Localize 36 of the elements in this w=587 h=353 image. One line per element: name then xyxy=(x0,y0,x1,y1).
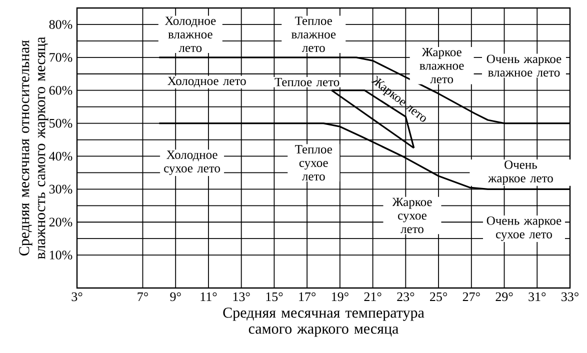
y-tick-label: 20% xyxy=(49,218,72,227)
annotation: Очень жаркое сухое лето xyxy=(486,216,562,241)
annotation: Теплое лето xyxy=(274,78,340,86)
annotation: Холодное сухое лето xyxy=(164,150,220,176)
x-tick-label: 33° xyxy=(562,292,578,302)
annotation: Холодное лето xyxy=(168,76,246,88)
y-tick-label: 70% xyxy=(50,53,72,62)
y-axis-title: Средняя месячная относительная влажность самого жаркого месяца xyxy=(19,36,48,260)
x-tick-label: 23° xyxy=(397,292,414,302)
x-tick-label: 25° xyxy=(430,292,447,302)
x-tick-label: 27° xyxy=(462,292,480,302)
x-tick-label: 19° xyxy=(332,292,348,302)
annotation: Жаркое влажное лето xyxy=(420,48,464,84)
x-tick-label: 13° xyxy=(233,292,250,302)
x-tick-label: 9° xyxy=(170,292,181,302)
x-tick-label: 15° xyxy=(266,292,283,302)
y-tick-label: 50% xyxy=(50,118,72,128)
x-tick-label: 11° xyxy=(200,292,217,302)
x-tick-label: 7° xyxy=(138,292,148,302)
annotation: Теплое влажное лето xyxy=(291,16,336,52)
y-tick-label: 40% xyxy=(49,152,72,161)
x-tick-label: 31° xyxy=(528,292,546,302)
annotation: Очень жаркое влажное лето xyxy=(486,54,562,77)
y-tick-label: 10% xyxy=(50,250,72,260)
x-axis-title: Средняя месячная температура самого жаркого месяца xyxy=(223,308,424,337)
x-tick-label: 3° xyxy=(72,292,82,302)
annotation: Теплое сухое лето xyxy=(295,145,332,180)
annotation: Очень жаркое лето xyxy=(488,160,553,185)
annotation: Жаркое сухое лето xyxy=(392,198,432,234)
x-tick-label: 21° xyxy=(364,292,382,302)
x-tick-label: 29° xyxy=(496,292,513,302)
y-tick-label: 80% xyxy=(49,20,72,29)
x-tick-label: 17° xyxy=(299,292,316,302)
y-tick-label: 30% xyxy=(49,184,72,194)
y-tick-label: 60% xyxy=(49,86,72,95)
annotation: Холодное влажное лето xyxy=(164,16,216,52)
